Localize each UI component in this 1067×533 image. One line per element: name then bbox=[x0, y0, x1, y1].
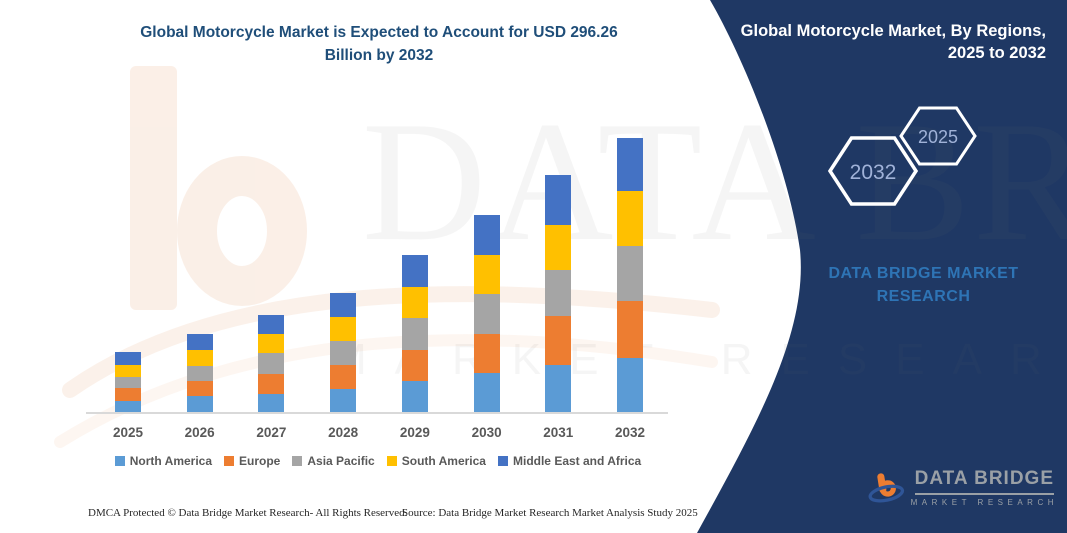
x-axis-label-2029: 2029 bbox=[399, 425, 430, 440]
bar-segment-europe bbox=[473, 333, 500, 374]
bar-2025 bbox=[115, 352, 141, 413]
panel-title-line1: Global Motorcycle Market, By Regions, bbox=[740, 22, 1046, 40]
bar-segment-south-america bbox=[473, 254, 500, 295]
footer-dmca-text: DMCA Protected © Data Bridge Market Rese… bbox=[88, 507, 408, 519]
legend-label: North America bbox=[129, 454, 213, 468]
x-axis-label-2032: 2032 bbox=[614, 425, 646, 440]
bar-segment-middle-east-and-africa bbox=[401, 255, 428, 287]
bar-segment-asia-pacific bbox=[115, 377, 141, 389]
bar-segment-asia-pacific bbox=[545, 269, 572, 317]
bar-segment-south-america bbox=[186, 349, 213, 366]
bar-segment-asia-pacific bbox=[617, 245, 643, 302]
bar-segment-south-america bbox=[258, 334, 285, 354]
legend-item-middle-east-and-africa: Middle East and Africa bbox=[497, 454, 642, 468]
bar-segment-asia-pacific bbox=[330, 341, 357, 365]
hexagon-2025-label: 2025 bbox=[918, 127, 958, 147]
bar-segment-europe bbox=[115, 388, 141, 401]
bar-segment-north-america bbox=[258, 393, 285, 413]
bar-segment-middle-east-and-africa bbox=[545, 174, 572, 225]
footer-source-text: Source: Data Bridge Market Research Mark… bbox=[402, 507, 698, 519]
bar-segment-europe bbox=[545, 316, 572, 365]
legend-label: Europe bbox=[239, 454, 281, 468]
databridge-logo-text: DATA BRIDGE MARKET RESEARCH bbox=[911, 468, 1058, 507]
databridge-logo: DATA BRIDGE MARKET RESEARCH bbox=[868, 452, 1058, 522]
bar-segment-asia-pacific bbox=[401, 318, 428, 350]
legend-item-south-america: South America bbox=[386, 454, 486, 468]
panel-brand-text: DATA BRIDGE MARKET RESEARCH bbox=[828, 265, 1019, 306]
legend-label: Asia Pacific bbox=[307, 454, 375, 468]
bar-2031 bbox=[545, 174, 572, 413]
dbmr-b-watermark-icon bbox=[130, 66, 307, 310]
bar-2032 bbox=[617, 138, 643, 413]
bar-segment-south-america bbox=[545, 224, 572, 270]
bar-2030 bbox=[473, 214, 500, 413]
hexagon-2025-outline-icon bbox=[899, 106, 977, 166]
bar-segment-north-america bbox=[473, 373, 500, 413]
bar-segment-europe bbox=[186, 380, 213, 397]
bar-segment-europe bbox=[617, 301, 643, 358]
legend-swatch-icon bbox=[292, 456, 303, 466]
hexagon-2032-outline-icon bbox=[827, 136, 919, 206]
bar-segment-south-america bbox=[330, 317, 357, 342]
bar-segment-europe bbox=[258, 373, 285, 394]
bar-2028 bbox=[330, 293, 357, 413]
bar-segment-north-america bbox=[401, 381, 428, 413]
bar-segment-north-america bbox=[330, 389, 357, 413]
bar-segment-middle-east-and-africa bbox=[330, 293, 357, 318]
x-axis-label-2030: 2030 bbox=[471, 425, 502, 440]
bar-segment-europe bbox=[330, 365, 357, 389]
bar-segment-middle-east-and-africa bbox=[115, 352, 141, 366]
bar-segment-north-america bbox=[186, 396, 213, 413]
chart-title-line2: Billion by 2032 bbox=[324, 47, 434, 65]
chart-legend: North America Europe Asia Pacific South Ame… bbox=[85, 454, 671, 468]
legend-item-asia-pacific: Asia Pacific bbox=[292, 454, 375, 468]
bar-2027 bbox=[258, 314, 285, 413]
bar-2026 bbox=[186, 334, 213, 413]
bar-segment-asia-pacific bbox=[258, 353, 285, 374]
bar-segment-asia-pacific bbox=[473, 294, 500, 334]
legend-item-europe: Europe bbox=[224, 454, 280, 468]
hexagon-2032: 2032 bbox=[827, 136, 919, 206]
hexagon-2025: 2025 bbox=[899, 106, 977, 166]
databridge-logo-icon bbox=[868, 473, 905, 503]
logo-sub: MARKET RESEARCH bbox=[910, 497, 1058, 507]
x-axis-label-2027: 2027 bbox=[256, 425, 287, 440]
panel-title: Global Motorcycle Market, By Regions, 20… bbox=[730, 20, 1046, 65]
bar-segment-north-america bbox=[617, 358, 643, 413]
legend-swatch-icon bbox=[224, 456, 235, 466]
bar-segment-south-america bbox=[401, 286, 428, 319]
bar-segment-middle-east-and-africa bbox=[473, 214, 500, 255]
legend-label: Middle East and Africa bbox=[512, 454, 642, 468]
bar-segment-north-america bbox=[115, 400, 141, 413]
bar-segment-asia-pacific bbox=[186, 365, 213, 381]
bar-segment-europe bbox=[401, 349, 428, 382]
hexagon-2032-label: 2032 bbox=[850, 161, 897, 184]
chart-title: Global Motorcycle Market is Expected to … bbox=[85, 21, 673, 68]
bar-segment-south-america bbox=[617, 191, 643, 246]
bar-segment-south-america bbox=[115, 365, 141, 378]
panel-title-line2: 2025 to 2032 bbox=[947, 44, 1046, 63]
x-axis-label-2028: 2028 bbox=[328, 425, 359, 440]
legend-swatch-icon bbox=[497, 456, 508, 466]
x-axis-label-2026: 2026 bbox=[184, 425, 215, 440]
bar-segment-north-america bbox=[545, 364, 572, 413]
x-axis-line bbox=[86, 412, 668, 414]
legend-label: South America bbox=[401, 454, 486, 468]
legend-swatch-icon bbox=[114, 456, 125, 466]
bar-segment-middle-east-and-africa bbox=[186, 334, 213, 350]
x-axis-label-2025: 2025 bbox=[112, 425, 144, 440]
logo-name: DATA BRIDGE bbox=[914, 468, 1055, 495]
x-axis-label-2031: 2031 bbox=[543, 425, 574, 440]
bar-2029 bbox=[401, 255, 428, 413]
bar-segment-middle-east-and-africa bbox=[258, 314, 285, 335]
legend-swatch-icon bbox=[386, 456, 397, 466]
chart-title-line1: Global Motorcycle Market is Expected to … bbox=[140, 24, 618, 41]
legend-item-north-america: North America bbox=[114, 454, 213, 468]
bar-segment-middle-east-and-africa bbox=[617, 138, 643, 192]
